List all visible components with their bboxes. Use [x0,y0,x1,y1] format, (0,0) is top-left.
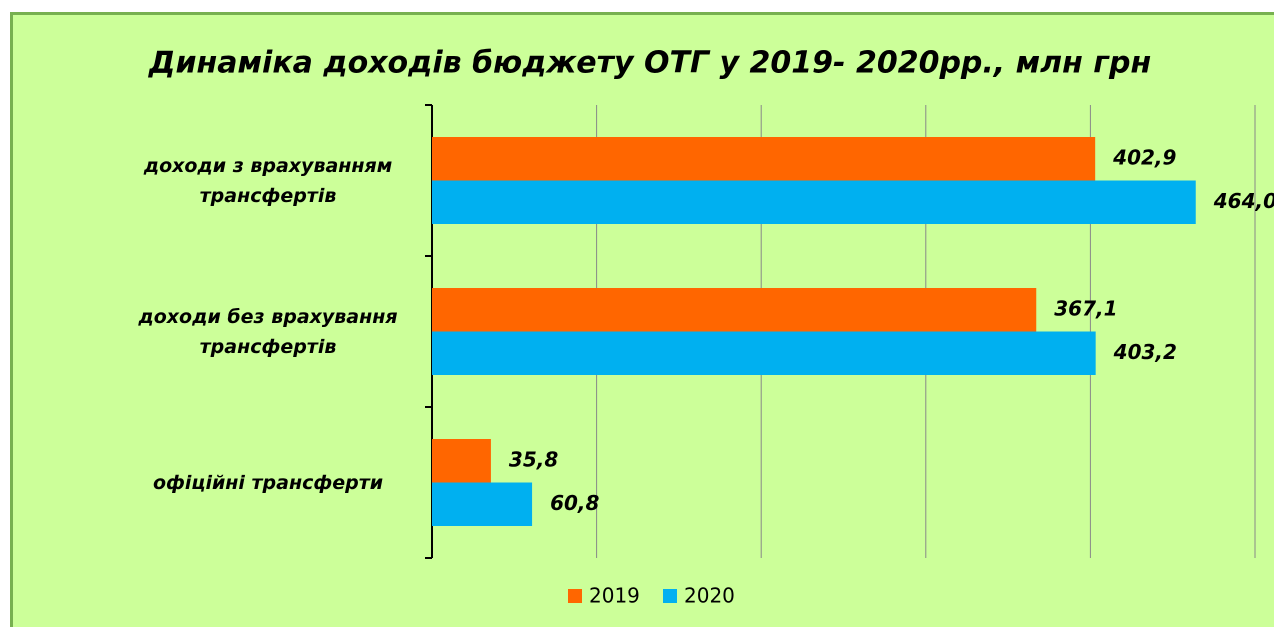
y-tick-label: доходи з врахуванням трансфертів [143,154,393,207]
bar [432,482,533,526]
legend-label: 2020 [684,584,735,608]
data-label: 367,1 [1054,296,1117,320]
bar [432,137,1096,181]
legend-swatch [663,589,677,603]
data-label: 60,8 [550,491,599,515]
y-tick-label: офіційні трансферти [152,471,384,494]
chart-title: Динаміка доходів бюджету ОТГ у 2019- 202… [148,46,1151,81]
bar [432,439,491,483]
y-tick-label: доходи без врахування трансфертів [138,305,398,358]
bar [432,288,1037,332]
bar [432,331,1096,375]
data-label: 403,2 [1113,340,1177,364]
data-label: 402,9 [1112,145,1176,169]
legend-swatch [568,589,582,603]
bar [432,180,1196,224]
legend-label: 2019 [589,584,640,608]
data-label: 464,0 [1213,189,1274,213]
data-label: 35,8 [509,447,558,471]
